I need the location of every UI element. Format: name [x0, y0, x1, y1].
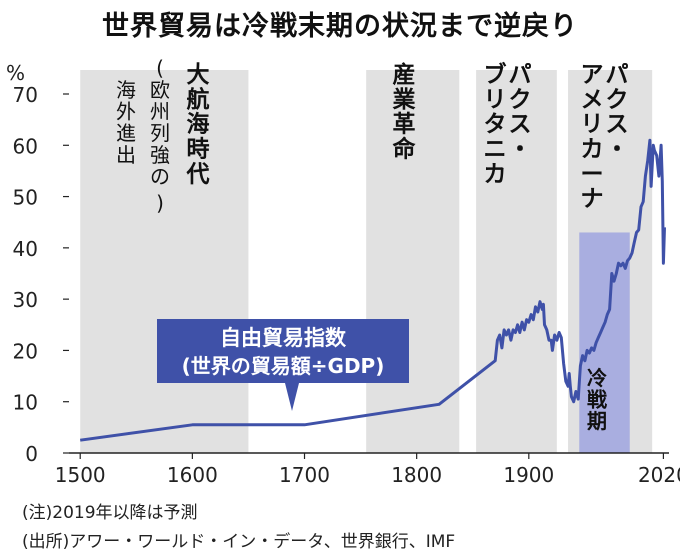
era-label-pax-britannica-1: パクス・	[509, 62, 532, 163]
y-axis-unit: %	[6, 61, 25, 85]
era-labels: 大航海時代(欧州列強の海外進出)産業革命パクス・ブリタニカパクス・アメリカーナ冷…	[116, 56, 629, 433]
x-tick-label: 2020	[638, 463, 680, 487]
era-band-1	[366, 70, 460, 453]
y-tick-label: 40	[13, 237, 38, 261]
x-tick-label: 1700	[279, 463, 330, 487]
era-label-cold-war: 冷戦期	[587, 366, 607, 433]
y-tick-label: 0	[25, 442, 38, 466]
era-band-4	[579, 232, 630, 453]
y-tick-label: 30	[13, 288, 38, 312]
era-label-industrial-revolution: 産業革命	[392, 61, 417, 163]
era-band-2	[476, 70, 557, 453]
callout-box	[157, 319, 409, 383]
y-tick-label: 10	[13, 391, 38, 415]
callout-line-1: 自由貿易指数	[220, 326, 347, 350]
era-label-pax-britannica-2: ブリタニカ	[484, 61, 507, 187]
chart-title: 世界貿易は冷戦末期の状況まで逆戻り	[102, 11, 578, 42]
series-line-0	[79, 138, 666, 442]
y-tick-label: 50	[13, 186, 38, 210]
era-sublabel-paren-close: )	[156, 191, 164, 215]
y-tick-label: 70	[13, 83, 38, 107]
y-tick-label: 60	[13, 134, 38, 158]
callout-line-2: (世界の貿易額÷GDP)	[182, 354, 385, 378]
forecast-note: (注)2019年以降は予測	[22, 503, 198, 523]
callout-pointer	[285, 383, 299, 411]
y-tick-label: 20	[13, 339, 38, 363]
x-tick-label: 1500	[55, 463, 106, 487]
era-sublabel-paren-open: (	[156, 56, 164, 80]
source-note: (出所)アワー・ワールド・イン・データ、世界銀行、IMF	[22, 532, 456, 552]
era-bands	[80, 70, 653, 453]
era-band-0	[80, 70, 249, 453]
axes: 0 10 20 30 40 50 60 70% 1500 1600 1700 1800 1900 2020	[6, 61, 680, 487]
era-label-pax-americana-2: アメリカーナ	[581, 62, 604, 212]
era-label-age-of-discovery: 大航海時代	[186, 62, 210, 187]
era-sublabel-col1: 欧州列強の	[150, 78, 170, 188]
era-label-pax-americana-1: パクス・	[606, 62, 629, 163]
x-tick-label: 1900	[503, 463, 554, 487]
series-layer	[79, 138, 666, 442]
era-sublabel-col2: 海外進出	[116, 78, 136, 167]
x-tick-label: 1600	[167, 463, 218, 487]
x-tick-label: 1800	[391, 463, 442, 487]
index-callout: 自由貿易指数 (世界の貿易額÷GDP)	[157, 319, 409, 411]
